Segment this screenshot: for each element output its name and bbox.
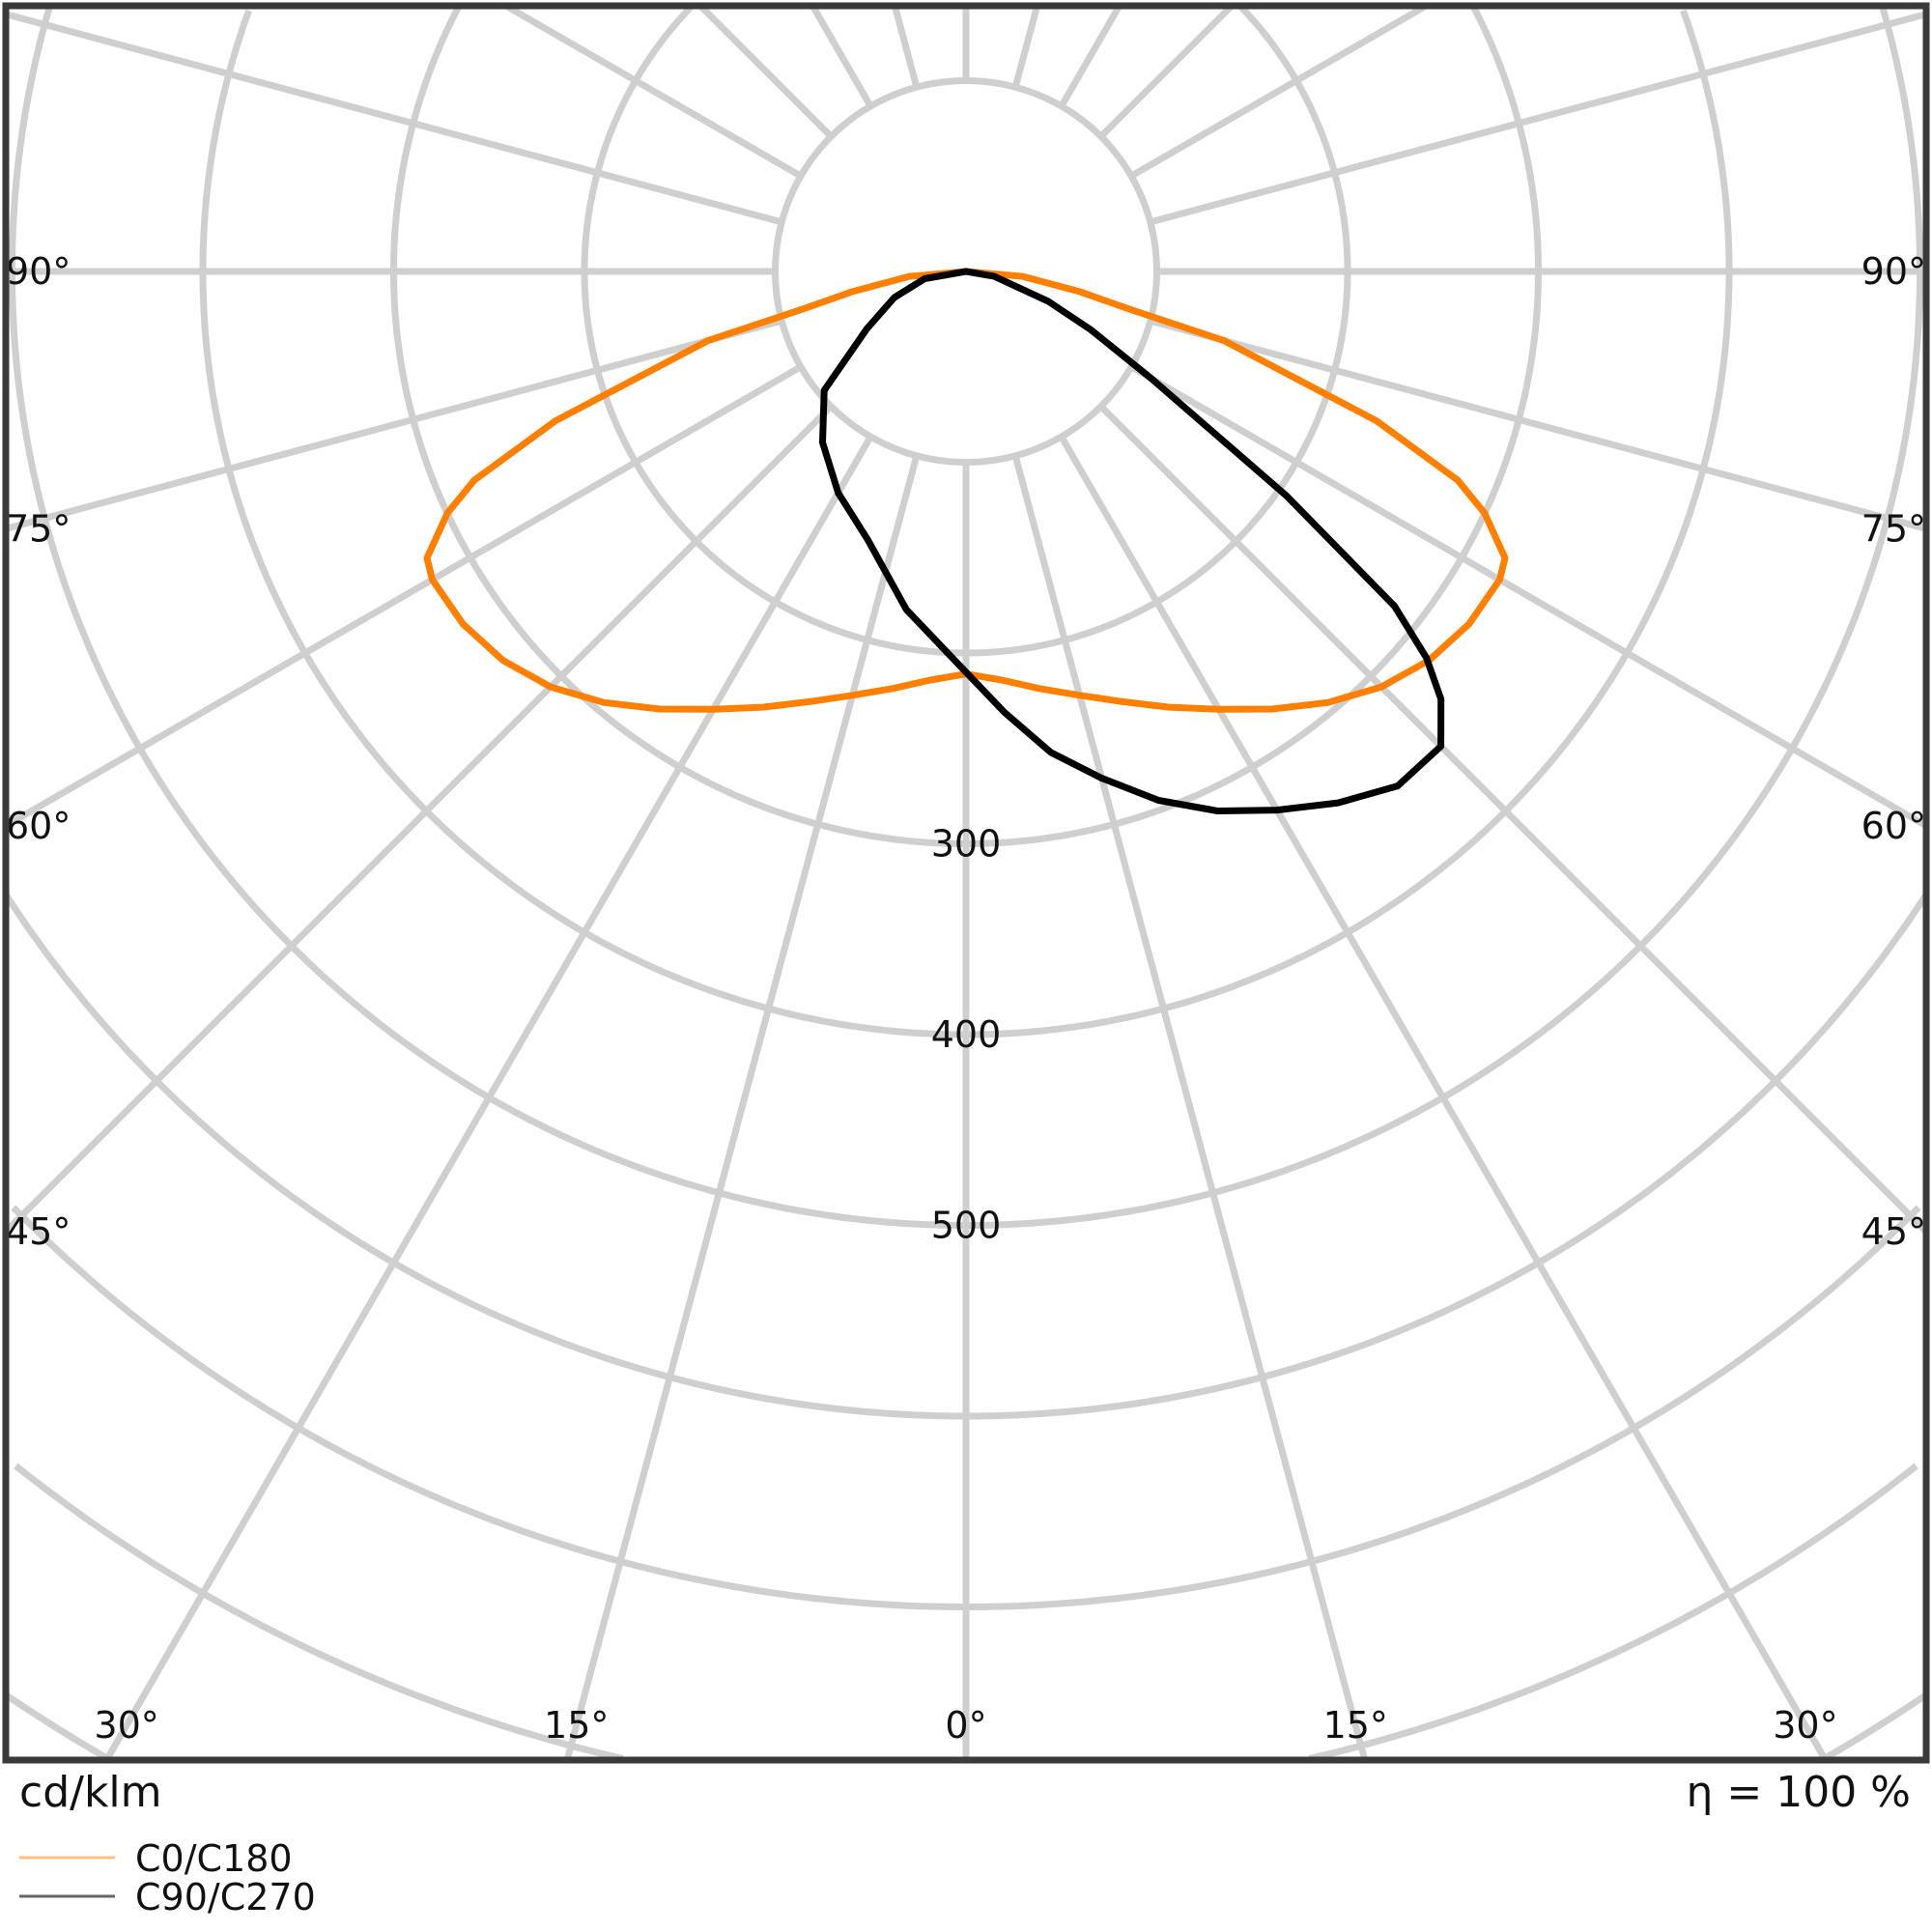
angle-label-left: 45° [6, 1210, 71, 1253]
grid-ring [390, 6, 1542, 847]
grid-ring [199, 9, 1733, 1038]
angle-label-bottom: 30° [94, 1704, 158, 1747]
plot-frame [2, 2, 1930, 1764]
radial-tick-label: 500 [931, 1205, 1002, 1247]
grid-spoke [563, 454, 921, 1760]
angle-label-right: 75° [1861, 507, 1926, 550]
grid-spoke [1129, 363, 1926, 829]
grid-spoke [810, 6, 874, 108]
grid-spoke [103, 435, 874, 1760]
angle-label-bottom: 30° [1773, 1704, 1837, 1747]
polar-grid [6, 6, 1926, 1760]
angle-label-left: 90° [6, 250, 71, 293]
grid-ring [581, 6, 1351, 657]
grid-spoke [6, 363, 803, 829]
grid-spoke [1058, 435, 1829, 1760]
grid-spoke [6, 317, 783, 532]
grid-ring [6, 1691, 1926, 1760]
grid-spoke [1149, 11, 1926, 226]
grid-spoke [697, 6, 834, 139]
grid-ring [11, 1205, 1921, 1610]
series-line-c90-c270 [819, 268, 1445, 814]
grid-spoke [891, 6, 921, 89]
legend: C0/C180 C90/C270 [19, 1837, 316, 1918]
grid-spoke [1058, 6, 1122, 108]
grid-ring [9, 7, 1923, 1229]
grid-ring [6, 893, 1926, 1420]
efficiency-label: η = 100 % [1686, 1768, 1911, 1817]
angle-label-right: 45° [1861, 1210, 1926, 1253]
angle-label-bottom: 0° [945, 1704, 986, 1747]
grid-spoke [1011, 6, 1041, 89]
angle-label-bottom: 15° [1323, 1704, 1388, 1747]
grid-spoke [1098, 404, 1926, 1235]
grid-ring [14, 1463, 1918, 1760]
grid-spoke [1149, 317, 1926, 532]
angle-label-right: 90° [1861, 250, 1926, 293]
curves [423, 268, 1509, 814]
angle-label-left: 60° [6, 805, 71, 847]
grid-spoke [1011, 454, 1369, 1760]
axis-labels: 300 400 500 90° 90° 75° 75° 60° 60° 45° 45° 30° 15° 0… [6, 250, 1926, 1747]
legend-label-c0-c180: C0/C180 [135, 1837, 293, 1880]
grid-spoke [6, 11, 783, 226]
angle-label-right: 60° [1861, 805, 1926, 847]
angle-label-bottom: 15° [544, 1704, 609, 1747]
grid-spoke [1129, 6, 1429, 180]
unit-label: cd/klm [19, 1768, 162, 1817]
legend-label-c90-c270: C90/C270 [135, 1876, 316, 1918]
grid-spoke [503, 6, 803, 180]
grid-spoke [1098, 6, 1235, 139]
angle-label-left: 75° [6, 507, 71, 550]
radial-tick-label: 400 [931, 1013, 1002, 1056]
radial-tick-label: 300 [931, 823, 1002, 866]
grid-spoke [6, 404, 834, 1235]
